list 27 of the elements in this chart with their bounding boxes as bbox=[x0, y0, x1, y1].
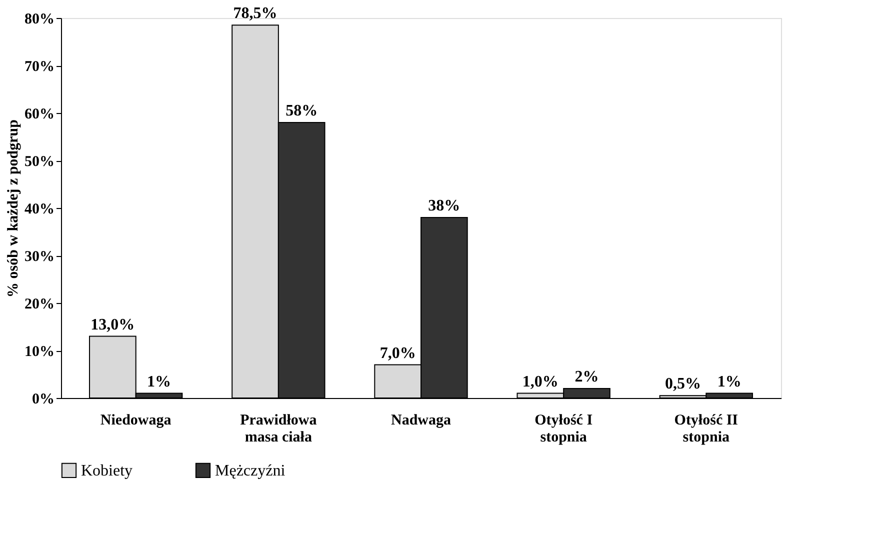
data-label: 0,5% bbox=[664, 376, 701, 393]
y-tick-label: 50% bbox=[24, 154, 54, 170]
y-tick-label: 70% bbox=[24, 59, 54, 75]
x-tick-label: Otyłość I stopnia bbox=[534, 412, 593, 446]
y-tick-label: 20% bbox=[24, 296, 54, 312]
x-tick-label: Otyłość II stopnia bbox=[674, 412, 738, 446]
data-label: 7,0% bbox=[380, 344, 416, 362]
y-tick-label: 60% bbox=[24, 106, 54, 122]
x-tick-label: Niedowaga bbox=[100, 412, 172, 428]
data-label: 78,5% bbox=[233, 5, 278, 22]
y-tick-label: 40% bbox=[24, 202, 54, 218]
data-label: 1% bbox=[717, 373, 742, 390]
legend-label: Mężczyźni bbox=[215, 462, 286, 480]
data-label: 1,0% bbox=[522, 373, 558, 390]
data-label: 58% bbox=[286, 102, 318, 120]
data-label: 1% bbox=[147, 373, 172, 390]
data-label: 38% bbox=[428, 198, 460, 214]
data-label: 2% bbox=[574, 368, 599, 386]
legend-label: Kobiety bbox=[81, 462, 133, 480]
x-tick-label: Nadwaga bbox=[390, 412, 452, 428]
y-tick-label: 0% bbox=[32, 392, 54, 408]
y-tick-label: 30% bbox=[24, 249, 54, 265]
y-tick-label: 80% bbox=[24, 12, 54, 28]
x-tick-label: Prawidłowa masa ciała bbox=[240, 412, 318, 446]
data-label: 13,0% bbox=[90, 316, 135, 334]
y-axis-title: % osób w każdej z podgrup bbox=[6, 120, 22, 298]
y-tick-label: 10% bbox=[24, 344, 54, 360]
